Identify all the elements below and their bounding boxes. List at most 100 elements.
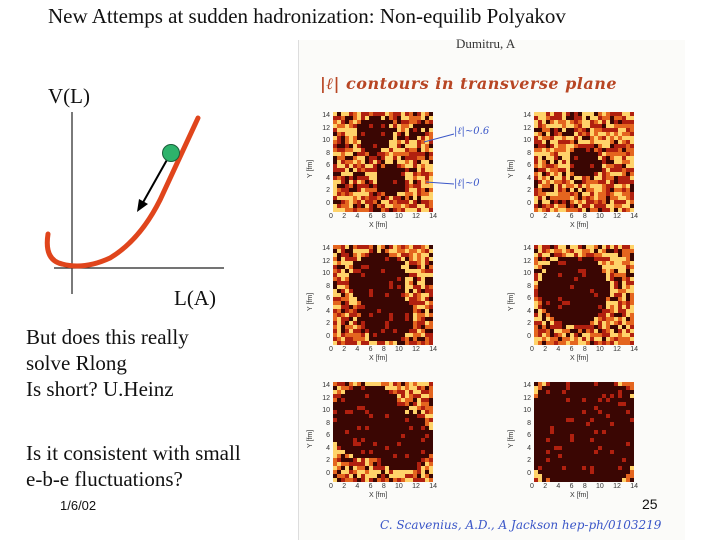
figure-author: Dumitru, A	[456, 36, 516, 51]
arrow	[140, 157, 169, 207]
tick-label: 12	[523, 257, 531, 265]
tick-label: 8	[326, 282, 330, 290]
tick-label: 6	[326, 162, 330, 169]
annotation-arrow-high	[423, 133, 455, 143]
annotation-high: |ℓ|~0.6	[454, 126, 490, 137]
panel-y-axis-label: Y [fm]	[307, 292, 314, 311]
tick-label: 6	[368, 483, 373, 490]
tick-label: 14	[429, 483, 437, 490]
tick-label: 0	[329, 346, 333, 353]
question-line: Is it consistent with small	[26, 441, 241, 465]
tick-label: 6	[569, 213, 574, 220]
annotation-arrow-low	[425, 181, 455, 185]
heatmap-texture	[534, 112, 634, 212]
tick-label: 0	[530, 346, 534, 353]
panel-y-axis-label: Y [fm]	[508, 159, 515, 178]
panel-x-axis-label: X [fm]	[369, 355, 388, 362]
question-fluctuations: Is it consistent with small e-b-e fluctu…	[26, 440, 241, 492]
question-rlong: But does this really solve Rlong Is shor…	[26, 324, 189, 402]
tick-label: 14	[429, 346, 437, 353]
tick-label: 2	[527, 187, 531, 194]
tick-label: 14	[523, 382, 531, 389]
panel-y-axis-label: Y [fm]	[307, 159, 314, 178]
tick-label: 12	[523, 394, 531, 402]
tick-label: 10	[395, 483, 403, 490]
tick-label: 10	[596, 213, 604, 220]
tick-label: 14	[523, 112, 531, 119]
tick-label: 8	[527, 419, 531, 427]
tick-label: 0	[530, 213, 534, 220]
slide-date: 1/6/02	[60, 498, 97, 513]
tick-label: 12	[322, 124, 330, 132]
tick-label: 0	[326, 469, 330, 477]
tick-label: 10	[322, 270, 330, 277]
x-tick-labels: 0 2 4 6 8 10 12 14	[530, 483, 638, 490]
potential-sketch	[44, 112, 224, 294]
heatmap-texture	[333, 245, 433, 345]
tick-label: 6	[569, 483, 574, 490]
tick-label: 10	[523, 407, 531, 414]
tick-label: 4	[326, 444, 330, 452]
potential-y-axis-label: V(L)	[48, 84, 90, 108]
tick-label: 4	[355, 213, 360, 220]
x-tick-labels: 0 2 4 6 8 10 12 14	[329, 346, 437, 353]
contour-panel	[534, 245, 634, 345]
x-tick-labels: 0 2 4 6 8 10 12 14	[329, 213, 437, 220]
tick-label: 2	[342, 483, 347, 490]
tick-label: 10	[322, 407, 330, 414]
tick-label: 14	[322, 382, 330, 389]
tick-label: 12	[613, 483, 621, 490]
tick-label: 14	[322, 245, 330, 252]
tick-label: 6	[368, 213, 373, 220]
panel-x-axis-label: X [fm]	[369, 222, 388, 229]
tick-label: 2	[543, 346, 548, 353]
slide-title: New Attemps at sudden hadronization: Non…	[48, 4, 566, 28]
tick-label: 6	[569, 346, 574, 353]
tick-label: 6	[326, 295, 330, 302]
tick-label: 6	[527, 162, 531, 169]
tick-label: 0	[329, 483, 333, 490]
tick-label: 14	[630, 213, 638, 220]
tick-label: 8	[582, 483, 587, 490]
tick-label: 12	[613, 346, 621, 353]
tick-label: 12	[322, 394, 330, 402]
tick-label: 10	[523, 137, 531, 144]
panel-y-axis-label: Y [fm]	[307, 429, 314, 448]
tick-label: 0	[329, 213, 333, 220]
tick-label: 4	[527, 444, 531, 452]
y-tick-labels: 14 12 10 8 6 4 2 0	[519, 110, 531, 210]
tick-label: 4	[355, 346, 360, 353]
annotation-low: |ℓ|~0	[454, 178, 480, 189]
tick-label: 2	[342, 213, 347, 220]
arrow-head	[137, 199, 148, 212]
contour-panel	[333, 245, 433, 345]
tick-label: 8	[326, 419, 330, 427]
tick-label: 10	[523, 270, 531, 277]
tick-label: 14	[429, 213, 437, 220]
tick-label: 4	[527, 307, 531, 315]
tick-label: 4	[556, 483, 561, 490]
tick-label: 2	[543, 213, 548, 220]
tick-label: 8	[326, 149, 330, 157]
tick-label: 2	[342, 346, 347, 353]
tick-label: 8	[582, 213, 587, 220]
tick-label: 4	[355, 483, 360, 490]
heatmap-texture	[333, 112, 433, 212]
potential-x-axis-label: L(A)	[174, 286, 216, 310]
tick-label: 12	[412, 213, 420, 220]
contour-panel	[333, 382, 433, 482]
tick-label: 6	[527, 295, 531, 302]
heatmap-texture	[333, 382, 433, 482]
tick-label: 4	[556, 213, 561, 220]
tick-label: 10	[395, 213, 403, 220]
x-tick-labels: 0 2 4 6 8 10 12 14	[329, 483, 437, 490]
tick-label: 10	[395, 346, 403, 353]
x-tick-labels: 0 2 4 6 8 10 12 14	[530, 213, 638, 220]
heatmap-texture	[534, 245, 634, 345]
question-line: Is short? U.Heinz	[26, 377, 174, 401]
tick-label: 6	[527, 432, 531, 439]
panel-x-axis-label: X [fm]	[369, 492, 388, 499]
potential-curve	[44, 115, 201, 269]
panel-x-axis-label: X [fm]	[570, 492, 589, 499]
tick-label: 10	[596, 346, 604, 353]
